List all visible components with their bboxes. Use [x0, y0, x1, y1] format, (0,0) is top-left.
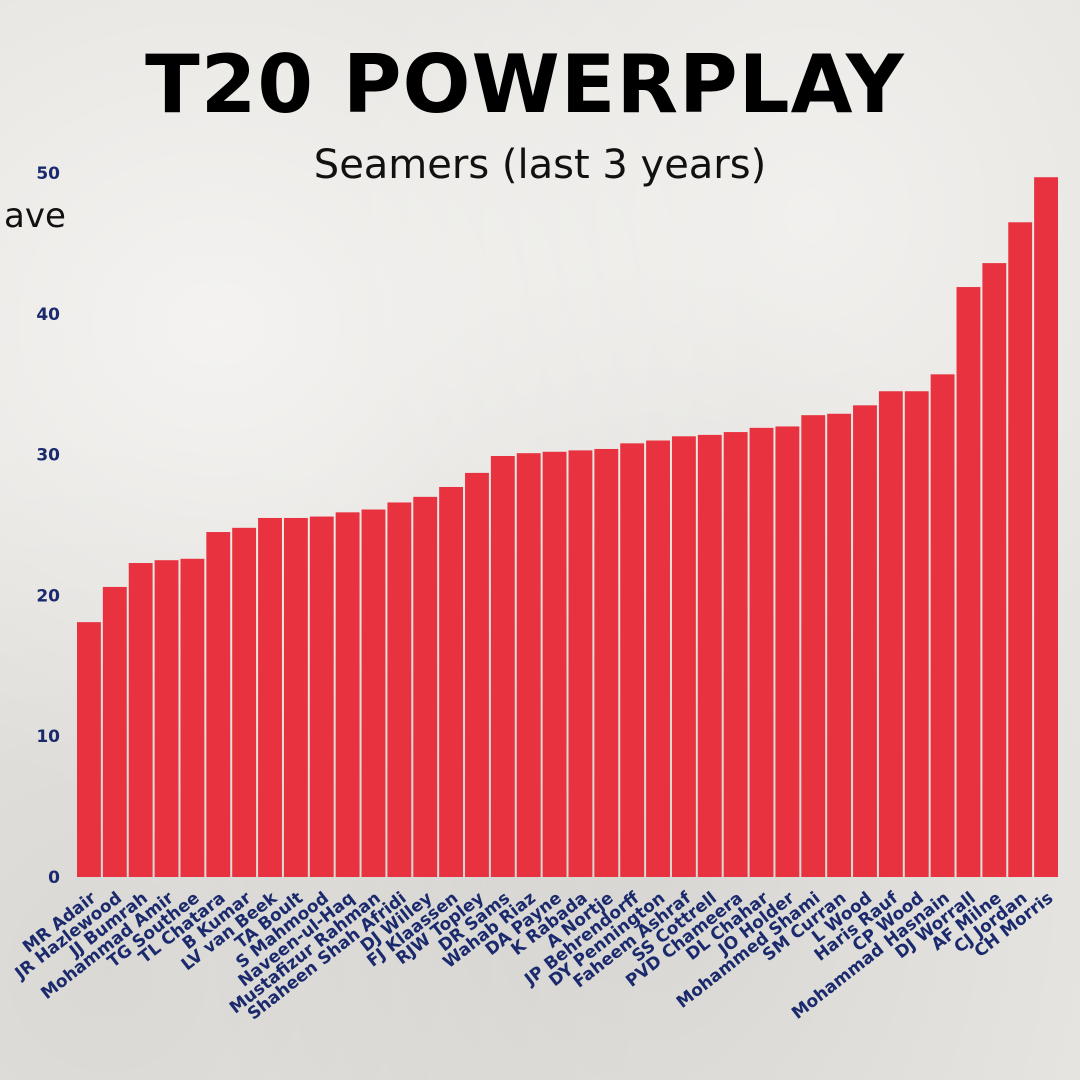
bar-29	[827, 413, 852, 877]
y-tick-label-3: 30	[36, 446, 60, 466]
bar-16	[490, 456, 515, 877]
y-tick-label-5: 50	[36, 164, 60, 184]
bar-0	[77, 622, 101, 877]
bar-2	[128, 563, 153, 877]
bar-15	[465, 472, 489, 877]
y-tick-label-0: 0	[48, 868, 60, 888]
bar-22	[646, 440, 670, 877]
bar-9	[309, 516, 334, 877]
bar-31	[878, 391, 903, 877]
bar-7	[258, 517, 282, 877]
bar-4	[180, 558, 205, 877]
bar-8	[283, 517, 308, 877]
bar-33	[930, 374, 955, 877]
bar-3	[154, 560, 179, 877]
bar-5	[206, 532, 231, 877]
y-axis-label: ave	[4, 196, 66, 236]
y-tick-label-1: 10	[36, 727, 60, 747]
bar-17	[516, 453, 541, 877]
bar-32	[904, 391, 929, 877]
bar-13	[413, 496, 438, 877]
bar-35	[982, 263, 1007, 877]
bar-19	[568, 450, 593, 877]
bar-1	[102, 586, 127, 877]
bar-18	[542, 451, 567, 877]
y-tick-label-2: 20	[36, 586, 60, 606]
bar-12	[387, 502, 412, 877]
bar-6	[232, 527, 257, 877]
bar-24	[697, 434, 722, 877]
chart-subtitle: Seamers (last 3 years)	[313, 142, 767, 188]
bar-21	[620, 443, 645, 877]
y-tick-label-4: 40	[36, 305, 60, 325]
bar-28	[801, 415, 826, 877]
bar-25	[723, 432, 748, 877]
bar-37	[1034, 177, 1058, 878]
bar-36	[1008, 222, 1033, 877]
bar-26	[749, 427, 774, 877]
bar-11	[361, 509, 386, 877]
chart-title: T20 POWERPLAY	[145, 38, 905, 131]
bar-10	[335, 512, 360, 877]
bar-30	[853, 405, 877, 877]
bar-20	[594, 448, 619, 877]
bar-14	[439, 486, 464, 877]
bar-23	[671, 436, 696, 877]
bar-34	[956, 287, 981, 877]
bar-27	[775, 426, 800, 877]
